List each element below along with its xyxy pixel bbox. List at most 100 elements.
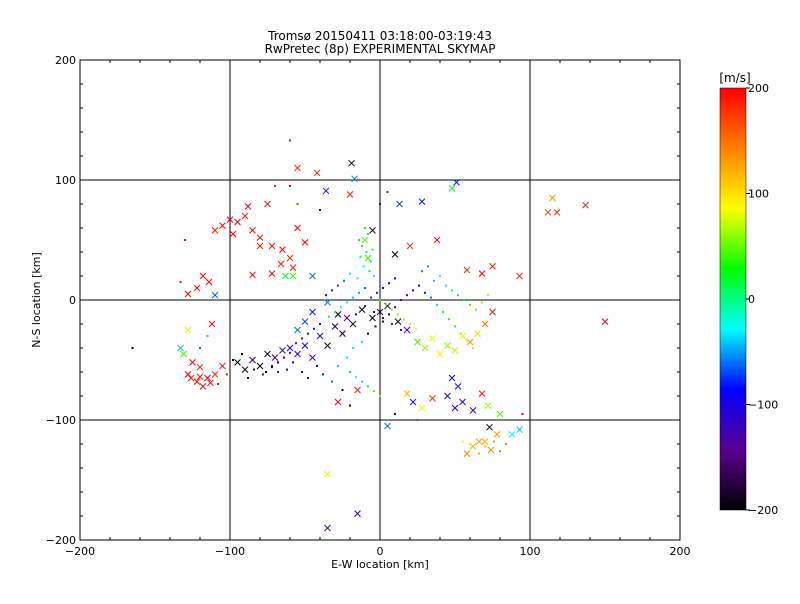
data-point-dot bbox=[322, 373, 324, 376]
data-point-dot bbox=[274, 185, 276, 187]
data-point-x bbox=[418, 198, 426, 205]
data-point-x bbox=[301, 342, 309, 349]
data-point-x bbox=[391, 251, 399, 258]
data-point-x bbox=[241, 212, 249, 220]
y-tick-label: 0 bbox=[69, 294, 76, 307]
data-point-dot bbox=[388, 282, 390, 285]
data-point-dot bbox=[286, 368, 288, 371]
data-point-dot bbox=[442, 311, 444, 313]
data-point-dot bbox=[478, 452, 480, 455]
data-point-dot bbox=[253, 368, 255, 371]
data-point-x bbox=[256, 234, 264, 241]
data-point-dot bbox=[265, 371, 267, 373]
data-point-x bbox=[324, 470, 331, 478]
data-point-x bbox=[489, 308, 496, 316]
data-point-x bbox=[199, 272, 207, 280]
data-point-dot bbox=[397, 313, 399, 316]
data-point-dot bbox=[283, 356, 285, 359]
data-point-x bbox=[369, 314, 376, 322]
chart-subtitle: RwPretec (8p) EXPERIMENTAL SKYMAP bbox=[265, 42, 496, 56]
data-point-dot bbox=[131, 347, 134, 349]
data-point-dot bbox=[382, 320, 384, 323]
data-point-dot bbox=[307, 332, 309, 335]
data-point-x bbox=[444, 392, 451, 400]
data-point-dot bbox=[427, 265, 429, 268]
data-point-dot bbox=[361, 380, 363, 383]
data-point-x bbox=[396, 200, 403, 208]
data-point-x bbox=[349, 320, 357, 328]
data-point-x bbox=[484, 402, 492, 409]
data-point-x bbox=[226, 216, 234, 223]
data-point-x bbox=[459, 398, 466, 406]
data-point-x bbox=[249, 227, 256, 234]
data-point-x bbox=[406, 242, 414, 250]
data-point-dot bbox=[368, 270, 371, 273]
data-point-x bbox=[294, 350, 301, 358]
x-tick-label: −200 bbox=[65, 545, 95, 558]
data-point-x bbox=[256, 242, 264, 250]
data-point-x bbox=[448, 185, 456, 192]
data-point-x bbox=[268, 270, 276, 277]
data-point-dot bbox=[376, 291, 378, 294]
data-point-x bbox=[309, 308, 316, 316]
data-point-dot bbox=[373, 311, 375, 313]
x-tick-label: 100 bbox=[520, 545, 541, 558]
data-point-x bbox=[271, 354, 279, 361]
data-point-dot bbox=[364, 305, 366, 307]
data-point-dot bbox=[346, 301, 348, 304]
y-axis-label: N-S location [km] bbox=[30, 252, 43, 348]
data-point-x bbox=[241, 366, 249, 373]
data-point-x bbox=[264, 200, 271, 208]
data-point-dot bbox=[400, 299, 402, 301]
data-point-x bbox=[211, 227, 219, 234]
data-point-dot bbox=[418, 284, 420, 287]
data-point-dot bbox=[416, 419, 419, 421]
data-point-x bbox=[481, 320, 489, 328]
data-point-dot bbox=[358, 291, 360, 294]
data-point-x bbox=[516, 426, 523, 433]
data-point-dot bbox=[307, 377, 309, 379]
data-point-dot bbox=[400, 329, 402, 331]
data-point-dot bbox=[374, 325, 377, 328]
data-point-dot bbox=[328, 315, 330, 318]
data-point-dot bbox=[367, 233, 369, 235]
data-point-dot bbox=[355, 375, 357, 378]
data-point-dot bbox=[382, 287, 384, 289]
data-points bbox=[131, 139, 609, 532]
data-point-dot bbox=[463, 299, 465, 301]
data-point-dot bbox=[359, 255, 362, 258]
data-point-dot bbox=[337, 284, 339, 287]
data-point-dot bbox=[226, 373, 228, 376]
data-point-x bbox=[204, 374, 211, 382]
data-point-dot bbox=[371, 248, 374, 251]
data-point-dot bbox=[346, 356, 348, 359]
colorbar-tick-label: 200 bbox=[748, 82, 769, 95]
data-point-x bbox=[516, 272, 523, 280]
data-point-dot bbox=[289, 139, 291, 142]
data-point-dot bbox=[457, 294, 459, 297]
data-point-x bbox=[244, 203, 252, 210]
data-point-dot bbox=[424, 291, 426, 294]
x-axis-ticks: −200 −100 0 100 200 bbox=[65, 60, 691, 558]
data-point-x bbox=[208, 320, 216, 328]
data-point-dot bbox=[409, 323, 411, 325]
data-point-dot bbox=[466, 339, 468, 342]
data-point-dot bbox=[179, 281, 182, 283]
data-point-dot bbox=[313, 327, 315, 330]
data-point-dot bbox=[365, 251, 368, 253]
data-point-dot bbox=[334, 311, 336, 313]
data-point-x bbox=[351, 175, 358, 183]
data-point-x bbox=[364, 254, 372, 262]
data-point-dot bbox=[394, 306, 396, 309]
data-point-dot bbox=[385, 303, 387, 306]
data-point-x bbox=[219, 362, 226, 370]
data-point-x bbox=[268, 242, 276, 250]
data-point-dot bbox=[430, 296, 432, 299]
data-point-x bbox=[177, 344, 184, 352]
data-point-dot bbox=[412, 289, 414, 292]
data-point-dot bbox=[199, 347, 201, 349]
data-point-dot bbox=[379, 395, 381, 397]
data-point-x bbox=[421, 344, 429, 352]
data-point-x bbox=[301, 318, 309, 325]
